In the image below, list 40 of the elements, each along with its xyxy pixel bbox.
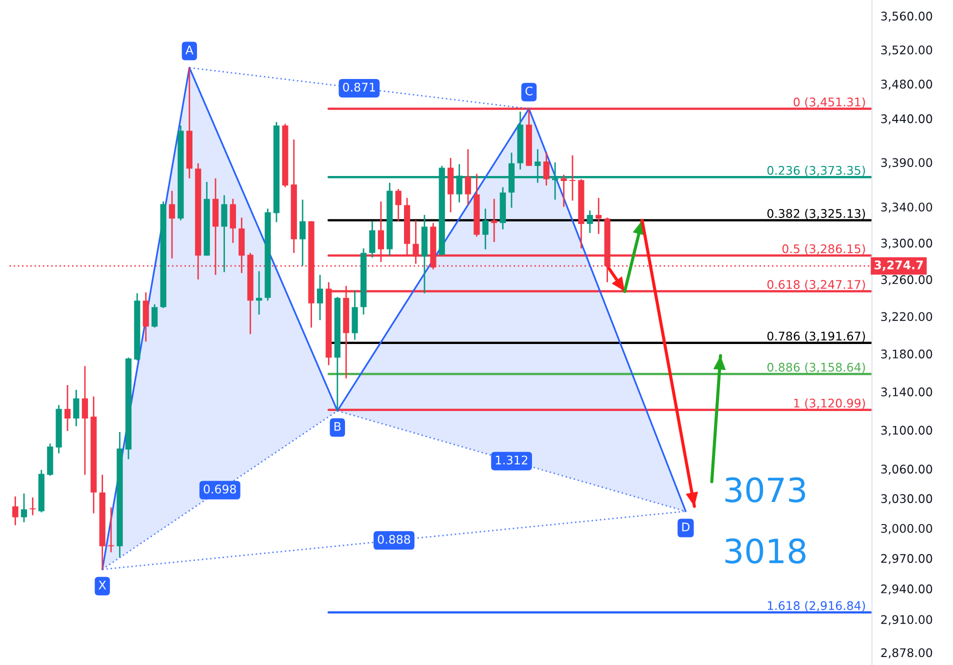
y-tick-label: 3,260.00 — [881, 275, 932, 286]
y-tick-label: 3,060.00 — [881, 464, 932, 475]
data-label: C — [526, 86, 532, 96]
y-tick-label: 2,940.00 — [881, 584, 932, 595]
ref-line-label: 0.382 (3,325.13) — [767, 208, 865, 220]
y-tick-label: 3,560.00 — [881, 12, 932, 22]
annotation: 3018 — [725, 538, 806, 564]
ref-line-label: 0.236 (3,373.35) — [767, 166, 865, 176]
ref-line-label: 1.618 (2,916.84) — [768, 600, 865, 612]
y-tick-label: 3,140.00 — [881, 387, 932, 398]
ref-line-label: 0.786 (3,191.67) — [767, 331, 865, 342]
y-tick-label: 3,520.00 — [881, 45, 932, 56]
series-label: 1.312 — [496, 456, 528, 464]
data-label: A — [185, 46, 194, 54]
series-label: 0.888 — [378, 534, 410, 544]
y-tick-label: 3,480.00 — [881, 80, 932, 90]
y-tick-label: 2,910.00 — [881, 615, 932, 626]
ref-line-label: 3,274.7 — [874, 260, 923, 271]
series-label: 0.698 — [204, 484, 236, 494]
y-tick-label: 3,340.00 — [881, 202, 932, 213]
ref-line-label: 0.618 (3,247.17) — [767, 280, 865, 290]
ref-line-label: 0.5 (3,286.15) — [782, 244, 865, 255]
y-tick-label: 3,220.00 — [881, 312, 932, 322]
annotation: 3073 — [725, 477, 806, 502]
data-label: X — [98, 580, 106, 590]
ref-line-label: 1 (3,120.99) — [794, 398, 865, 409]
y-tick-label: 3,030.00 — [881, 494, 932, 504]
y-tick-label: 2,970.00 — [881, 554, 932, 564]
data-label: D — [682, 522, 690, 532]
data-label: B — [334, 422, 341, 431]
y-tick-label: 3,100.00 — [881, 426, 932, 436]
y-tick-label: 2,878.00 — [881, 648, 932, 658]
ref-line-label: 0.886 (3,158.64) — [767, 362, 865, 374]
ref-line-label: 0 (3,451.31) — [794, 97, 865, 108]
y-tick-label: 3,440.00 — [881, 114, 932, 124]
y-tick-label: 3,390.00 — [881, 158, 932, 168]
y-tick-label: 3,180.00 — [881, 350, 932, 360]
y-tick-label: 3,000.00 — [881, 524, 932, 534]
y-tick-label: 3,300.00 — [881, 238, 932, 249]
series-label: 0.871 — [343, 82, 375, 92]
